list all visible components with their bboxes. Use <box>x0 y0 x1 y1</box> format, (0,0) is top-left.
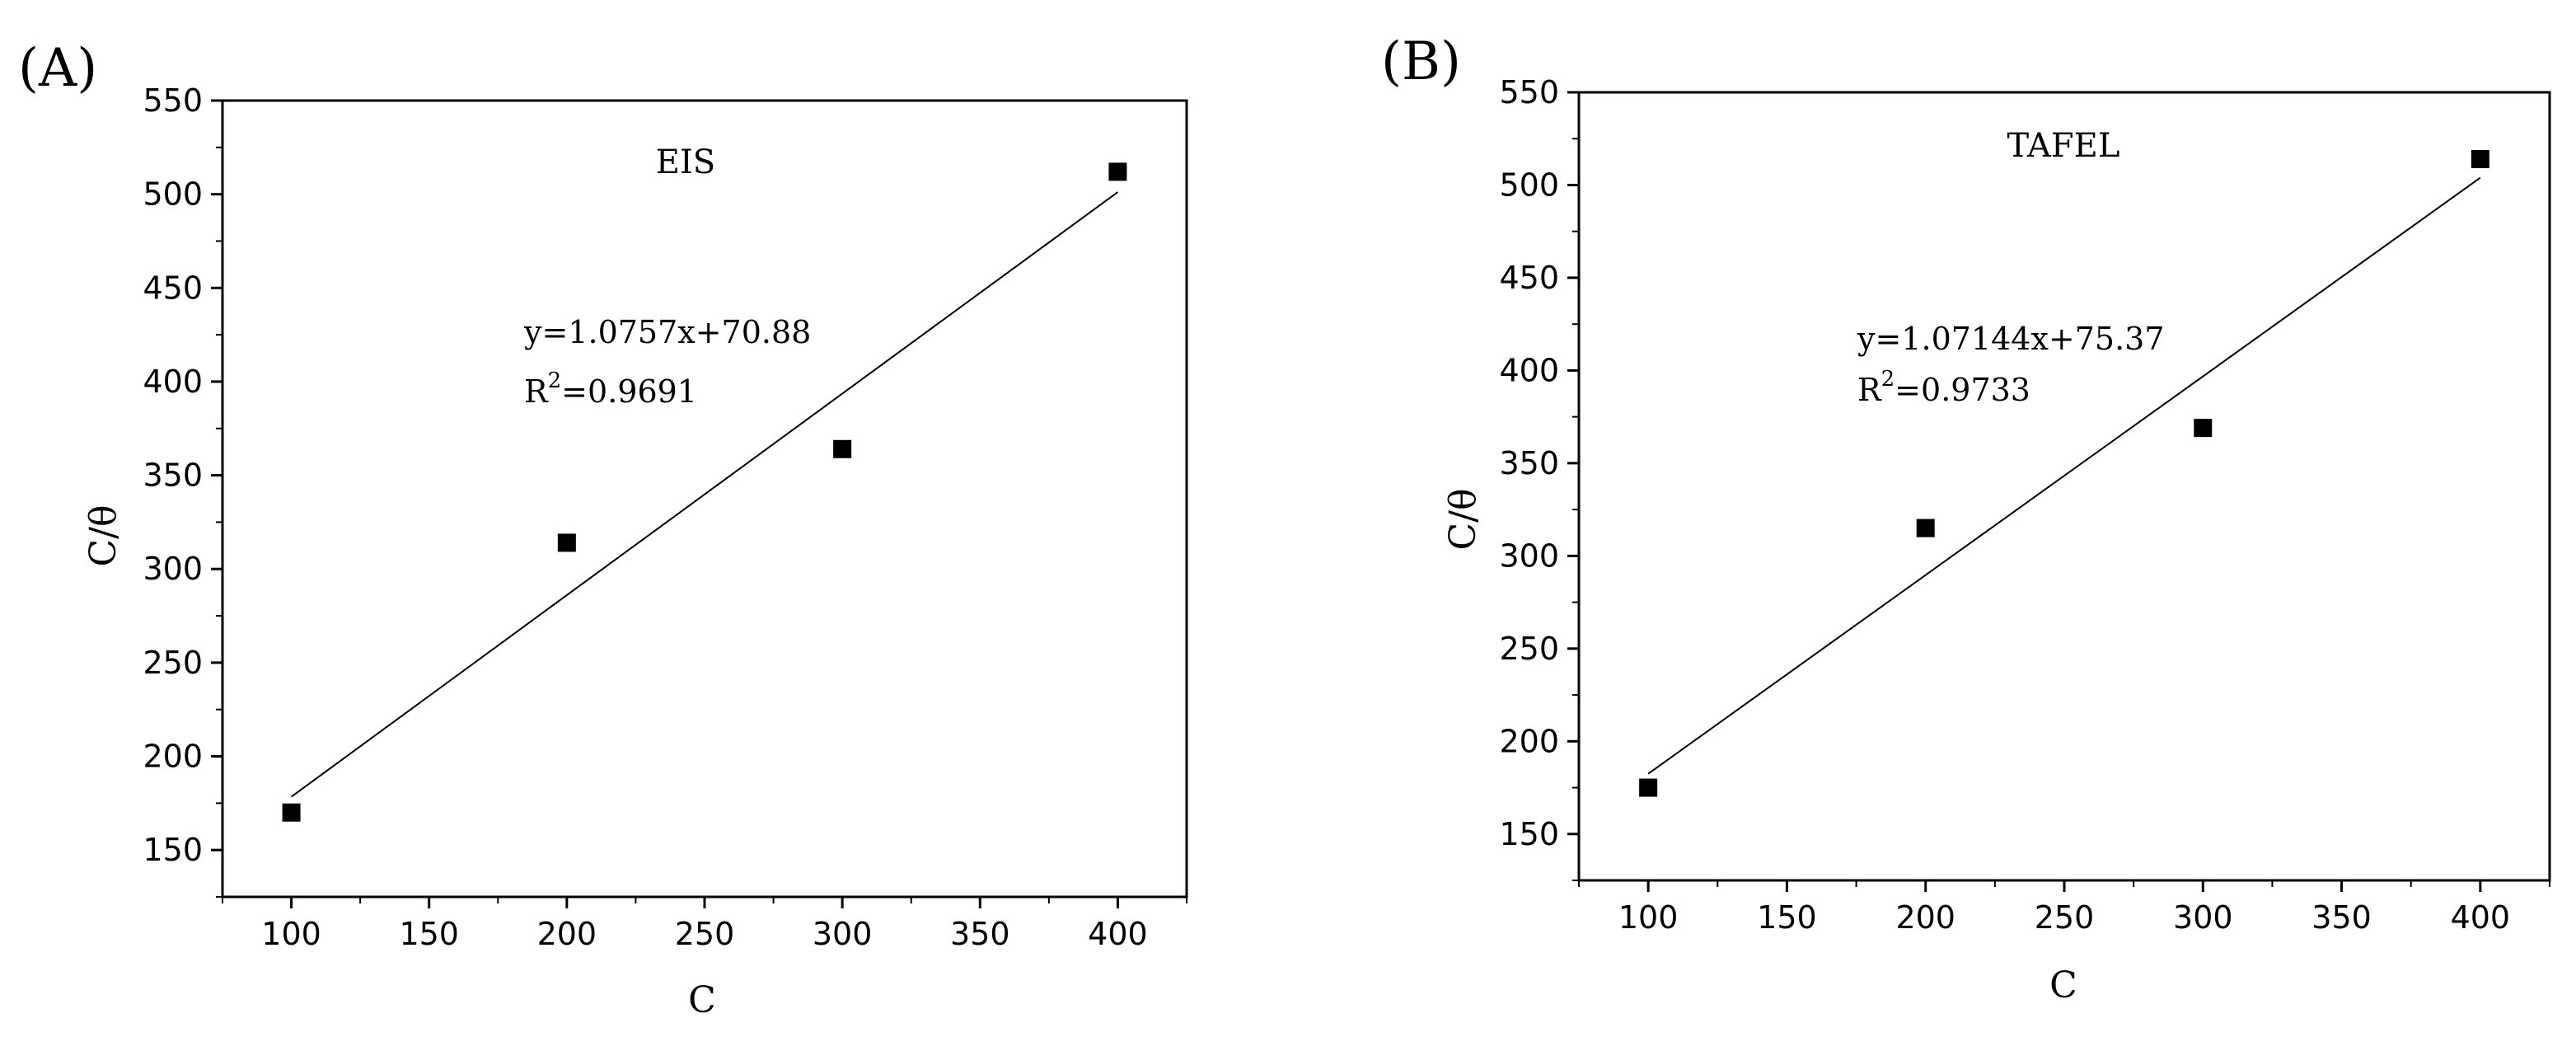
x-tick-label: 100 <box>261 916 321 952</box>
y-tick-label: 550 <box>1499 74 1559 110</box>
x-tick-label: 100 <box>1618 899 1679 936</box>
y-tick-label: 450 <box>143 270 203 306</box>
fit-equation: y=1.0757x+70.88 <box>523 314 811 350</box>
data-point <box>2471 149 2489 168</box>
panel-b: (B) TAFEL y=1.07144x+75.37 R2=0.9733 C C… <box>1381 31 2551 1006</box>
data-point <box>557 533 576 552</box>
y-tick-label: 350 <box>1499 445 1559 481</box>
data-point <box>1108 162 1127 181</box>
data-point <box>1639 778 1658 797</box>
y-tick-label: 150 <box>1499 816 1559 852</box>
y-tick-label: 300 <box>143 551 203 587</box>
y-tick-label: 550 <box>143 82 203 119</box>
y-tick-label: 250 <box>1499 631 1559 667</box>
fit-line <box>1647 176 2481 775</box>
x-tick-label: 250 <box>2035 899 2095 936</box>
data-point <box>833 439 852 458</box>
x-tick-label: 150 <box>1757 899 1817 936</box>
fit-equation: y=1.07144x+75.37 <box>1857 321 2165 357</box>
plot-frame <box>221 99 1188 899</box>
plot-area: 100 150 200 250 300 350 400 150 200 250 300 350 400 4… <box>1499 74 2551 936</box>
chart-title: TAFEL <box>2007 127 2120 165</box>
y-tick-label: 400 <box>1499 352 1559 388</box>
data-point <box>2194 419 2213 438</box>
y-axis-title: C/θ <box>1442 489 1484 551</box>
y-tick-label: 200 <box>143 739 203 775</box>
panel-a: (A) EIS y=1.0757x+70.88 R2=0.9691 C C/θ … <box>18 38 1188 1021</box>
y-tick-label: 200 <box>1499 723 1559 759</box>
y-tick-label: 400 <box>143 364 203 400</box>
x-tick-label: 300 <box>813 916 873 952</box>
x-axis-title: C <box>688 979 716 1021</box>
x-tick-label: 150 <box>399 916 459 952</box>
y-tick-label: 500 <box>143 176 203 213</box>
r-squared-label: R2=0.9733 <box>1857 367 2030 408</box>
x-tick-label: 200 <box>537 916 597 952</box>
panel-label: (A) <box>18 38 97 99</box>
x-tick-label: 350 <box>950 916 1010 952</box>
x-tick-label: 400 <box>2451 899 2511 936</box>
x-tick-label: 200 <box>1895 899 1955 936</box>
y-axis-title: C/θ <box>82 505 124 567</box>
chart-title: EIS <box>656 143 715 181</box>
y-tick-label: 350 <box>143 458 203 494</box>
x-tick-label: 400 <box>1088 916 1148 952</box>
y-tick-label: 300 <box>1499 537 1559 574</box>
x-tick-label: 250 <box>675 916 735 952</box>
x-tick-label: 350 <box>2311 899 2372 936</box>
x-axis-title: C <box>2049 964 2077 1006</box>
panel-label: (B) <box>1381 31 1461 92</box>
y-tick-label: 250 <box>143 645 203 681</box>
y-tick-label: 500 <box>1499 167 1559 203</box>
plot-area: 100 150 200 250 300 350 400 150 200 250 300 350 400 4… <box>143 82 1188 952</box>
x-tick-label: 300 <box>2173 899 2233 936</box>
fit-line <box>290 191 1119 798</box>
r-squared-label: R2=0.9691 <box>524 368 697 410</box>
y-tick-label: 450 <box>1499 260 1559 296</box>
data-point <box>282 803 301 822</box>
data-point <box>1916 518 1935 537</box>
plot-frame <box>1577 91 2551 882</box>
y-tick-label: 150 <box>143 832 203 868</box>
